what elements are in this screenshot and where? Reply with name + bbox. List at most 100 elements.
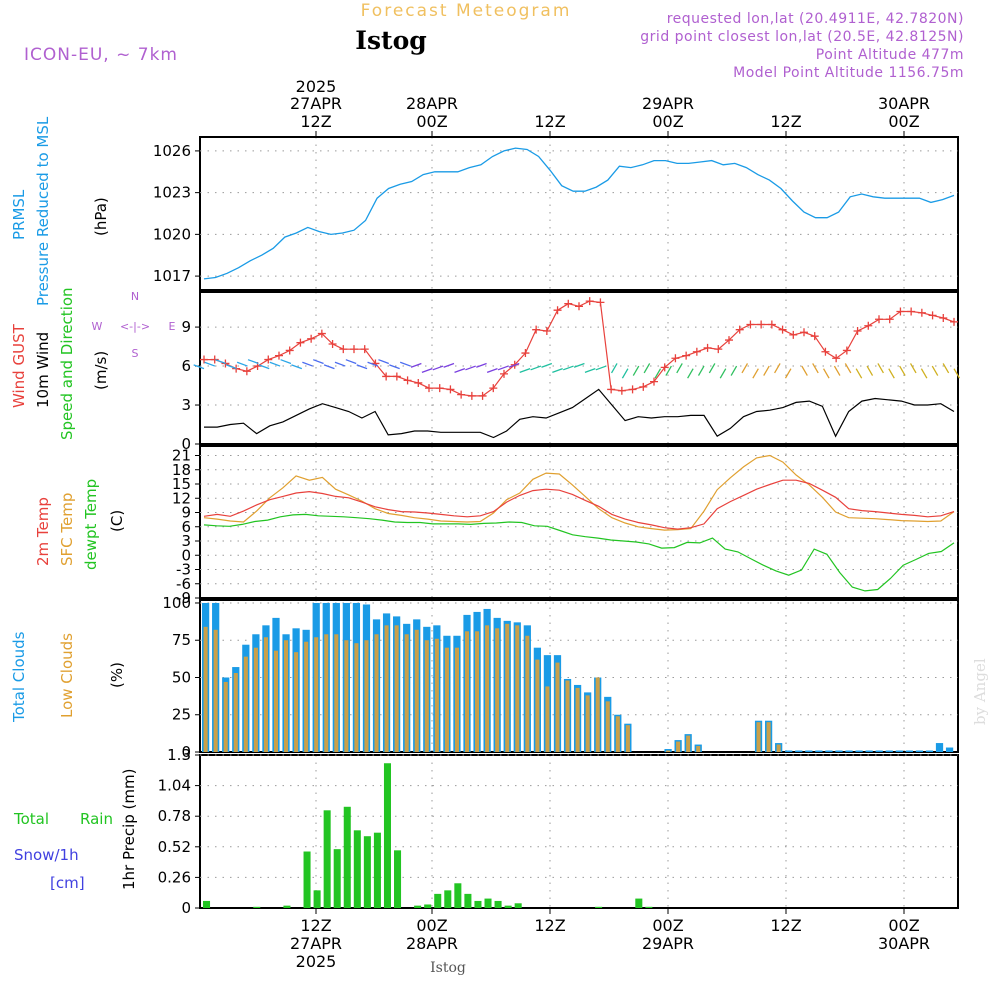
top-hour-label: 00Z xyxy=(416,112,447,131)
ytick-label-4: 0.52 xyxy=(158,838,191,856)
wind-direction-arrow xyxy=(708,363,716,374)
footer-location: Istog xyxy=(430,960,466,976)
clouds-unit: (%) xyxy=(108,662,126,688)
total-cloud-bar xyxy=(875,750,883,752)
gust-marker xyxy=(317,329,326,338)
wind-unit: (m/s) xyxy=(92,351,110,390)
low-cloud-bar xyxy=(284,640,289,752)
low-cloud-bar xyxy=(324,634,329,752)
clouds-label-low: Low Clouds xyxy=(58,633,76,718)
panel-frame-4 xyxy=(199,754,959,909)
wind-direction-arrow xyxy=(269,361,281,367)
gust-marker xyxy=(917,308,926,317)
gust-marker xyxy=(371,359,380,368)
gust-marker xyxy=(628,385,637,394)
gust-marker xyxy=(832,354,841,363)
low-cloud-bar xyxy=(756,722,761,752)
clouds-label-total: Total Clouds xyxy=(10,631,28,723)
wind-direction-arrow xyxy=(687,368,694,379)
pressure-line xyxy=(203,147,955,280)
gust-marker xyxy=(542,326,551,335)
ytick-label-4: 0.78 xyxy=(158,807,191,825)
ytick-label-3: 0 xyxy=(181,743,191,761)
wind-direction-arrow xyxy=(665,365,672,376)
wind-direction-arrow xyxy=(752,368,759,379)
top-hour-label: 12Z xyxy=(300,112,331,131)
low-cloud-bar xyxy=(263,637,268,752)
low-cloud-bar xyxy=(555,662,560,752)
gust-marker xyxy=(875,315,883,324)
low-cloud-bar xyxy=(273,650,279,752)
wind-direction-arrow xyxy=(378,359,390,365)
gust-marker xyxy=(607,385,616,394)
gust-marker xyxy=(350,345,358,354)
precip-bar xyxy=(595,906,603,908)
wind-direction-arrow xyxy=(443,362,455,368)
precip-bar xyxy=(645,906,653,908)
low-cloud-bar xyxy=(314,637,319,752)
low-cloud-bar xyxy=(354,643,359,752)
gust-marker xyxy=(210,355,219,364)
gust-marker xyxy=(692,347,701,356)
gust-marker xyxy=(392,372,401,381)
low-cloud-bar xyxy=(454,647,459,752)
gust-marker xyxy=(800,328,808,337)
precip-label-cm: [cm] xyxy=(50,874,85,892)
ytick-label-4: 1.04 xyxy=(158,777,191,795)
low-cloud-bar xyxy=(666,750,671,752)
gust-marker xyxy=(950,317,958,326)
model-point-altitude: Model Point Altitude 1156.75m xyxy=(733,65,964,81)
precip-bar xyxy=(373,832,381,908)
gust-marker xyxy=(425,384,433,393)
precip-bar xyxy=(484,898,492,908)
precip-bar xyxy=(343,806,351,908)
wind-direction-arrow xyxy=(280,359,292,365)
precip-bar xyxy=(444,890,452,908)
panel-frame-2 xyxy=(199,445,959,599)
precip-bar xyxy=(514,903,522,908)
low-cloud-bar xyxy=(565,680,570,752)
wind-direction-arrow xyxy=(855,368,863,379)
point-altitude: Point Altitude 477m xyxy=(816,47,964,63)
ytick-label-4: 1.3 xyxy=(167,746,191,764)
gust-marker xyxy=(853,326,862,335)
gust-marker xyxy=(735,325,744,334)
low-cloud-bar xyxy=(676,741,681,752)
low-cloud-bar xyxy=(374,634,379,752)
wind-direction-arrow xyxy=(877,363,884,374)
wind-direction-arrow xyxy=(610,363,618,374)
wind-direction-arrow xyxy=(899,365,906,376)
wind-direction-arrow xyxy=(291,364,303,370)
gust-marker xyxy=(382,372,391,381)
total-cloud-bar xyxy=(855,750,863,752)
ytick-label-2: 15 xyxy=(172,475,191,493)
precip-bar xyxy=(474,900,482,908)
gust-marker xyxy=(414,378,423,387)
ytick-label-1: 6 xyxy=(181,357,191,375)
wind-direction-arrow xyxy=(563,365,574,371)
bottom-hour-label: 12Z xyxy=(300,916,331,935)
wind-direction-arrow xyxy=(302,361,313,367)
precip-bar xyxy=(253,906,261,908)
temp-2m-line xyxy=(203,479,955,530)
gust-marker xyxy=(907,307,916,316)
gust-marker xyxy=(457,390,466,399)
precip-bar xyxy=(635,898,643,908)
gust-marker xyxy=(767,320,776,329)
bottom-hour-label: 00Z xyxy=(888,916,919,935)
wind-direction-arrow xyxy=(774,363,781,374)
top-date-label: 30APR xyxy=(878,94,930,113)
ytick-label-2: 6 xyxy=(181,518,191,536)
panel-frame-0 xyxy=(199,136,959,291)
model-label: ICON-EU, ~ 7km xyxy=(24,45,178,65)
ytick-label-2: -6 xyxy=(176,575,191,593)
wind-direction-arrow xyxy=(226,364,237,370)
total-cloud-bar xyxy=(895,750,903,752)
total-cloud-bar xyxy=(945,747,954,752)
low-cloud-bar xyxy=(253,647,258,752)
low-cloud-bar xyxy=(364,640,369,752)
bottom-date-label: 27APR xyxy=(290,934,342,953)
gust-marker xyxy=(339,345,348,354)
precip-label-total: Total xyxy=(13,810,49,828)
